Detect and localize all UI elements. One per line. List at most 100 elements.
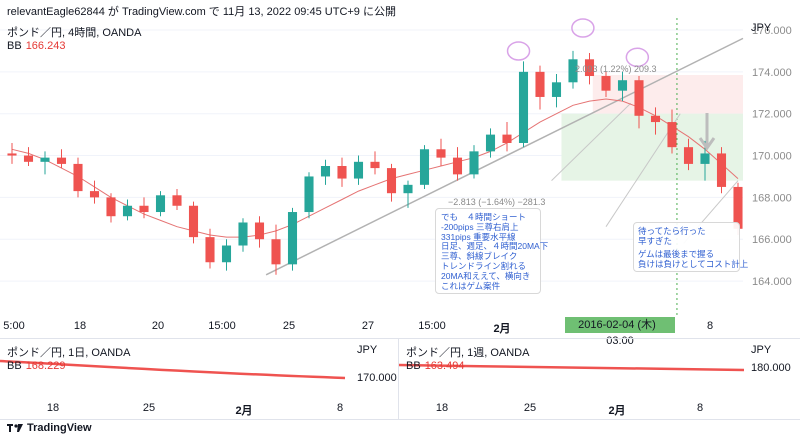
stop-loss-zone bbox=[592, 74, 743, 114]
candle-body bbox=[683, 147, 694, 164]
main-bb-label: BB bbox=[7, 40, 22, 52]
candle-body bbox=[122, 205, 133, 217]
weekly-bb-label: BB bbox=[406, 360, 421, 372]
annotation-line: でも ４時間ショート bbox=[441, 212, 527, 222]
measure-down-label: −2.813 (−1.64%) −281.3 bbox=[448, 197, 546, 207]
annotation-line: 待ってたら行った bbox=[638, 226, 706, 236]
main-currency-label: JPY bbox=[751, 22, 772, 34]
annotation-line: 日足、週足、４時間20MA下 bbox=[441, 241, 549, 251]
candle-body bbox=[188, 205, 199, 238]
x-axis-label: 27 bbox=[361, 320, 375, 332]
candle-body bbox=[254, 222, 265, 240]
daily-bb-value: 168.229 bbox=[25, 360, 66, 372]
weekly-x-label: 25 bbox=[523, 402, 537, 414]
publish-header: relevantEagle62844 が TradingView.com で 1… bbox=[7, 6, 396, 18]
x-axis-label: 25 bbox=[282, 320, 296, 332]
weekly-bb-value: 163.494 bbox=[424, 360, 465, 372]
daily-legend: ポンド／円, 1日, OANDA BB 168.229 bbox=[7, 344, 130, 372]
x-axis-label: 20 bbox=[151, 320, 165, 332]
x-axis-label: 5:00 bbox=[3, 320, 25, 332]
candle-body bbox=[634, 80, 644, 116]
candle-body bbox=[436, 149, 446, 158]
daily-currency-label: JPY bbox=[357, 344, 378, 356]
y-axis-tick-label: 176.000 bbox=[752, 25, 792, 37]
candle-body bbox=[155, 195, 166, 213]
measure-line bbox=[551, 102, 632, 182]
daily-x-label: 18 bbox=[46, 402, 60, 414]
main-chart-title: ポンド／円, 4時間, OANDA bbox=[7, 27, 142, 39]
y-axis-tick-label: 172.000 bbox=[752, 109, 792, 121]
daily-x-label: 2月 bbox=[235, 405, 253, 417]
y-axis-tick-label: 164.000 bbox=[752, 276, 792, 288]
candle-body bbox=[485, 134, 496, 152]
weekly-x-label: 2月 bbox=[608, 405, 626, 417]
main-bb-value: 166.243 bbox=[25, 40, 66, 52]
daily-mini-chart[interactable] bbox=[0, 339, 398, 419]
x-axis-label: 15:00 bbox=[208, 320, 236, 332]
annotation-callout-main[interactable]: でも ４時間ショート -200pips 三尊右肩上 331pips 重要水平線 … bbox=[435, 208, 548, 294]
peak-highlight-circle bbox=[571, 18, 595, 38]
x-axis-label: 2月 bbox=[493, 323, 511, 335]
candle-body bbox=[469, 151, 479, 175]
candle-body bbox=[40, 157, 50, 162]
candle-body bbox=[320, 166, 331, 177]
y-axis-tick-label: 168.000 bbox=[752, 192, 792, 204]
x-axis-label: 15:00 bbox=[418, 320, 446, 332]
panel-divider bbox=[0, 419, 800, 420]
candle-body bbox=[403, 184, 413, 194]
candle-body bbox=[551, 82, 562, 97]
peak-highlight-circle bbox=[506, 41, 531, 61]
candle-body bbox=[205, 237, 215, 263]
daily-bb-label: BB bbox=[7, 360, 22, 372]
daily-price-label: 170.000 bbox=[357, 372, 397, 384]
annotation-line: これはゲム案件 bbox=[441, 281, 501, 291]
candle-body bbox=[667, 122, 677, 148]
main-price-chart[interactable]: 164.000 166.000 168.000 170.000 172.000 174.0… bbox=[0, 18, 800, 338]
panel-divider bbox=[398, 339, 399, 419]
main-bb-legend: BB 166.243 bbox=[7, 40, 141, 52]
daily-bb-line bbox=[0, 359, 346, 380]
panel-divider bbox=[0, 338, 800, 339]
main-legend: ポンド／円, 4時間, OANDA BB 166.243 bbox=[7, 24, 141, 52]
candle-body bbox=[221, 245, 232, 263]
weekly-legend: ポンド／円, 1週, OANDA BB 163.494 bbox=[406, 344, 529, 372]
weekly-x-label: 18 bbox=[435, 402, 449, 414]
bb-line bbox=[11, 98, 739, 238]
annotation-line: ゲムは最後まで握る bbox=[638, 249, 715, 259]
daily-bb-legend: BB 168.229 bbox=[7, 360, 130, 372]
daily-chart-title: ポンド／円, 1日, OANDA bbox=[7, 347, 131, 359]
footer: TradingView bbox=[7, 422, 92, 434]
candle-body bbox=[271, 239, 281, 265]
candle-body bbox=[89, 191, 100, 198]
peak-highlight-circle bbox=[625, 47, 650, 68]
candle-body bbox=[733, 186, 743, 229]
footer-brand: TradingView bbox=[27, 422, 92, 434]
annotation-line: 三尊、斜線ブレイク bbox=[441, 251, 518, 261]
candle-body bbox=[287, 212, 298, 265]
candle-body bbox=[535, 71, 545, 97]
candle-body bbox=[617, 80, 628, 91]
candle-body bbox=[584, 59, 595, 77]
candle-body bbox=[238, 222, 248, 246]
annotation-callout-right[interactable]: 待ってたら行った 早すぎた ゲムは最後まで握る 負けは負けとしてコスト計上 bbox=[633, 222, 748, 272]
candle-body bbox=[716, 153, 727, 187]
weekly-bb-line bbox=[399, 363, 745, 372]
weekly-currency-label: JPY bbox=[751, 344, 772, 356]
daily-x-label: 25 bbox=[142, 402, 156, 414]
candle-body bbox=[7, 153, 17, 156]
take-profit-zone bbox=[561, 113, 743, 181]
daily-x-label: 8 bbox=[336, 402, 344, 414]
candle-body bbox=[568, 59, 578, 83]
weekly-mini-chart[interactable] bbox=[399, 339, 800, 419]
annotation-line: 20MA和ええて、横向き bbox=[441, 271, 531, 281]
y-axis-tick-label: 174.000 bbox=[752, 67, 792, 79]
down-arrow-marker bbox=[698, 113, 716, 151]
weekly-x-label: 8 bbox=[696, 402, 704, 414]
tradingview-logo-icon bbox=[7, 424, 23, 432]
candle-body bbox=[650, 115, 661, 123]
candle-body bbox=[419, 149, 430, 185]
candle-body bbox=[452, 157, 463, 175]
candle-body bbox=[56, 157, 67, 164]
candle-body bbox=[304, 176, 314, 213]
annotation-line: 負けは負けとしてコスト計上 bbox=[638, 259, 749, 269]
